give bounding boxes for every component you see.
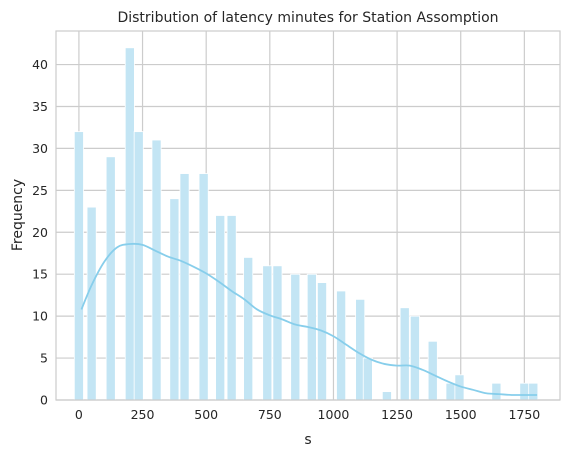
histogram-bar — [86, 206, 97, 401]
histogram-bar — [519, 382, 530, 401]
y-tick-label: 0 — [40, 393, 48, 408]
x-axis-label: s — [304, 432, 311, 448]
x-tick-label: 1250 — [381, 407, 413, 422]
kde-curve — [80, 242, 538, 396]
x-tick-label: 1750 — [508, 407, 540, 422]
y-tick-label: 40 — [32, 57, 48, 72]
x-tick-label: 1000 — [318, 407, 350, 422]
y-tick-label: 15 — [32, 267, 48, 282]
histogram-bar — [226, 215, 237, 401]
chart-title: Distribution of latency minutes for Stat… — [117, 10, 498, 26]
x-tick-label: 750 — [258, 407, 282, 422]
histogram-bar — [272, 265, 283, 401]
histogram-bar — [362, 357, 373, 401]
x-tick-label: 1500 — [445, 407, 477, 422]
histogram-bar — [528, 382, 539, 401]
x-tick-label: 500 — [194, 407, 218, 422]
x-tick-label: 250 — [131, 407, 155, 422]
histogram-bar — [169, 198, 180, 401]
histogram-bar — [133, 131, 144, 401]
y-tick-label: 30 — [32, 141, 48, 156]
histogram-bar — [262, 265, 273, 401]
histogram-bar — [409, 315, 420, 401]
bars-layer — [73, 47, 539, 401]
kde-layer — [80, 242, 538, 396]
x-tick-label: 0 — [75, 407, 83, 422]
histogram-bar — [445, 382, 456, 401]
ticks-layer: 0 250 500 750 1000 1250 1500 1750 0 5 10 15 20 25 30 35… — [32, 57, 540, 422]
histogram-bar — [336, 290, 347, 401]
y-tick-label: 35 — [32, 99, 48, 114]
histogram-bar — [215, 215, 226, 401]
histogram-bar — [243, 257, 254, 401]
histogram-bar — [427, 340, 438, 401]
y-axis-label: Frequency — [10, 179, 26, 251]
histogram-bar — [381, 391, 392, 401]
histogram-bar — [399, 307, 410, 401]
y-tick-label: 5 — [40, 351, 48, 366]
frame-layer — [55, 30, 561, 401]
histogram-bar — [73, 131, 84, 401]
histogram-bar — [306, 273, 317, 401]
histogram-bar — [198, 173, 209, 401]
y-tick-label: 20 — [32, 225, 48, 240]
histogram-bar — [491, 382, 502, 401]
histogram-bar — [179, 173, 190, 401]
histogram-bar — [151, 139, 162, 401]
y-tick-label: 25 — [32, 183, 48, 198]
histogram-bar — [317, 282, 327, 401]
y-tick-label: 10 — [32, 309, 48, 324]
plot-frame — [55, 30, 561, 401]
histogram-bar — [124, 47, 135, 401]
histogram-bar — [105, 156, 116, 401]
histogram-bar — [290, 273, 301, 401]
